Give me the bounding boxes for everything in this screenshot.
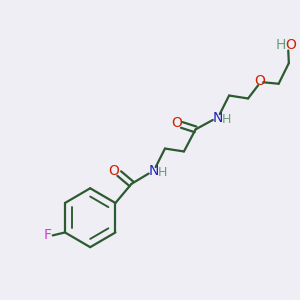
Text: N: N xyxy=(148,164,158,178)
Text: O: O xyxy=(286,38,297,52)
Text: O: O xyxy=(171,116,182,130)
Text: H: H xyxy=(222,112,232,126)
Text: O: O xyxy=(109,164,119,178)
Text: F: F xyxy=(44,228,52,242)
Text: H: H xyxy=(275,38,286,52)
Text: O: O xyxy=(254,74,265,88)
Text: H: H xyxy=(158,166,167,178)
Text: N: N xyxy=(212,111,223,124)
